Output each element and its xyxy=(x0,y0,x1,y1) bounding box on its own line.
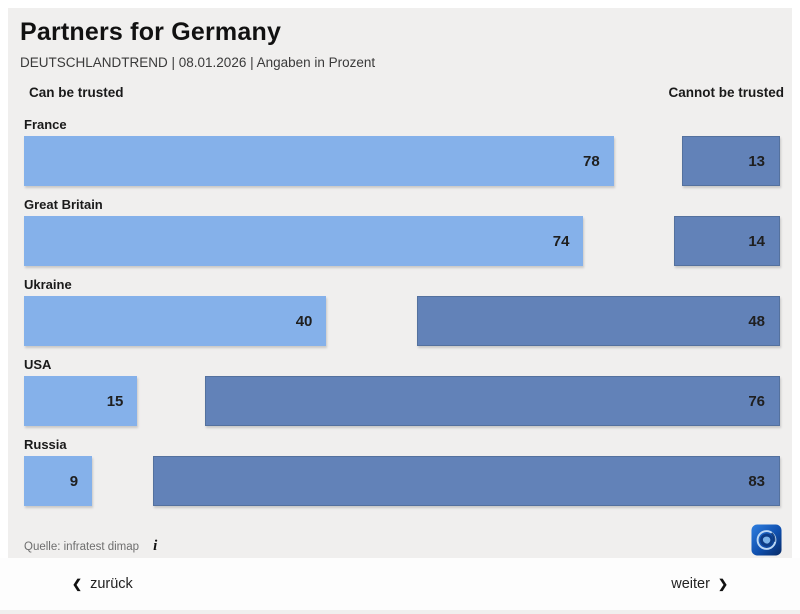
table-row: Russia 9 83 xyxy=(24,432,780,512)
trust-bar-value: 40 xyxy=(295,312,313,330)
page-subtitle: DEUTSCHLANDTREND | 08.01.2026 | Angaben … xyxy=(20,55,376,70)
chevron-right-icon: ❯ xyxy=(717,577,728,591)
trust-bar-value: 74 xyxy=(552,232,570,250)
chart-panel: Partners for Germany DEUTSCHLANDTREND | … xyxy=(8,8,792,558)
trust-bar: 15 xyxy=(24,376,138,426)
tagesschau-globe-icon xyxy=(751,524,782,556)
trust-bar: 78 xyxy=(24,136,614,186)
next-button[interactable]: weiter ❯ xyxy=(671,576,728,592)
distrust-bar-value: 48 xyxy=(748,312,765,330)
table-row: Great Britain 74 14 xyxy=(24,192,780,272)
bar-rows: France 78 13 Great Britain 74 14 xyxy=(24,112,780,512)
bar-track: 40 48 xyxy=(24,296,780,346)
page-title: Partners for Germany xyxy=(20,18,282,46)
column-header-trust: Can be trusted xyxy=(29,85,124,100)
bar-track: 74 14 xyxy=(24,216,780,266)
distrust-bar-value: 14 xyxy=(748,232,765,250)
trust-bar-value: 15 xyxy=(106,392,124,410)
country-label: Great Britain xyxy=(24,197,103,212)
trust-bar-value: 78 xyxy=(582,152,600,170)
column-header-distrust: Cannot be trusted xyxy=(668,85,784,100)
bar-track: 15 76 xyxy=(24,376,780,426)
distrust-bar: 14 xyxy=(674,216,780,266)
next-label: weiter xyxy=(671,576,710,592)
footer-nav: ❮ zurück weiter ❯ xyxy=(0,558,800,610)
source-line: Quelle: infratest dimap i xyxy=(24,538,157,555)
bottom-edge-strip xyxy=(0,610,800,614)
trust-bar-value: 9 xyxy=(69,472,79,490)
distrust-bar: 83 xyxy=(152,456,780,506)
country-label: Russia xyxy=(24,437,67,452)
back-label: zurück xyxy=(90,576,133,592)
trust-bar: 9 xyxy=(24,456,93,506)
table-row: France 78 13 xyxy=(24,112,780,192)
distrust-bar-value: 76 xyxy=(748,392,765,410)
country-label: Ukraine xyxy=(24,277,72,292)
trust-bar: 40 xyxy=(24,296,327,346)
bar-track: 9 83 xyxy=(24,456,780,506)
table-row: USA 15 76 xyxy=(24,352,780,432)
distrust-bar: 48 xyxy=(417,296,780,346)
distrust-bar-value: 13 xyxy=(748,152,765,170)
bar-track: 78 13 xyxy=(24,136,780,186)
chevron-left-icon: ❮ xyxy=(72,577,83,591)
back-button[interactable]: ❮ zurück xyxy=(72,576,133,592)
distrust-bar-value: 83 xyxy=(748,472,765,490)
trust-bar: 74 xyxy=(24,216,584,266)
country-label: France xyxy=(24,117,67,132)
distrust-bar: 76 xyxy=(205,376,780,426)
country-label: USA xyxy=(24,357,52,372)
source-label: Quelle: infratest dimap xyxy=(24,541,140,553)
table-row: Ukraine 40 48 xyxy=(24,272,780,352)
distrust-bar: 13 xyxy=(681,136,780,186)
info-icon[interactable]: i xyxy=(153,538,158,554)
